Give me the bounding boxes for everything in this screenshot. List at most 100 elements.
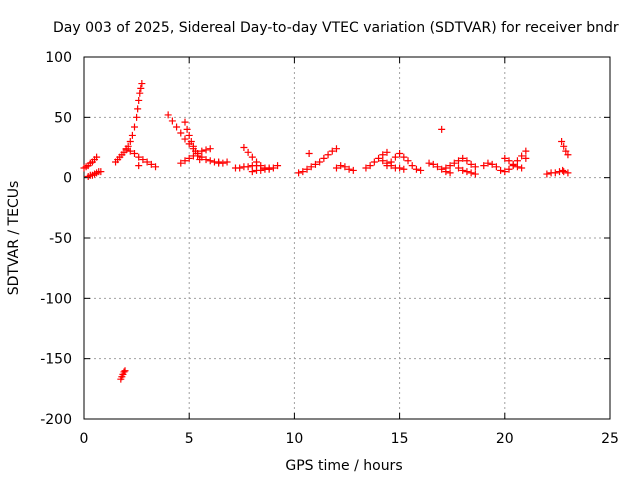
data-point (202, 156, 210, 164)
data-point (219, 159, 227, 167)
data-point (134, 105, 142, 113)
data-point (433, 163, 441, 171)
y-tick-label: 0 (63, 171, 72, 187)
data-point (152, 163, 160, 171)
data-point (387, 158, 395, 166)
data-point (345, 165, 353, 173)
data-point (513, 157, 521, 165)
data-point (244, 148, 252, 156)
data-point (236, 164, 244, 172)
data-point (562, 147, 570, 155)
x-axis-label: GPS time / hours (285, 458, 402, 474)
data-point (379, 157, 387, 165)
data-point (417, 166, 425, 174)
data-point (265, 164, 273, 172)
data-point (337, 162, 345, 170)
data-point (438, 165, 446, 173)
grid-layer (84, 57, 610, 419)
data-point (400, 165, 408, 173)
data-point (177, 129, 185, 137)
data-point (139, 156, 147, 164)
data-point (320, 154, 328, 162)
data-point (513, 163, 521, 171)
data-point (126, 137, 134, 145)
data-point (442, 164, 450, 172)
data-point (518, 164, 526, 172)
data-point (400, 153, 408, 161)
data-point (492, 163, 500, 171)
data-point (467, 160, 475, 168)
x-tick-label: 0 (80, 431, 89, 447)
data-point (480, 162, 488, 170)
data-point (307, 163, 315, 171)
data-point (185, 131, 193, 139)
data-point (396, 150, 404, 158)
data-point (143, 158, 151, 166)
data-point (370, 158, 378, 166)
data-point (202, 146, 210, 154)
data-point (332, 164, 340, 172)
data-point (244, 163, 252, 171)
data-point (463, 157, 471, 165)
data-point (295, 169, 303, 177)
data-point (412, 165, 420, 173)
data-point (130, 150, 138, 158)
data-point (189, 142, 197, 150)
data-point (446, 162, 454, 170)
y-tick-label: -50 (49, 231, 72, 247)
data-point (463, 168, 471, 176)
data-point (185, 154, 193, 162)
data-point (196, 156, 204, 164)
data-point (240, 144, 248, 151)
data-point (459, 154, 467, 162)
x-tick-label: 5 (185, 431, 194, 447)
data-point (488, 160, 496, 168)
data-point (396, 164, 404, 172)
data-point (522, 147, 530, 155)
data-point (137, 84, 145, 92)
data-point (128, 131, 136, 139)
data-point (455, 157, 463, 165)
data-points (80, 80, 572, 383)
data-point (97, 168, 105, 176)
data-point (303, 165, 311, 173)
data-point (471, 163, 479, 171)
data-point (332, 145, 340, 153)
data-point (206, 145, 214, 153)
data-point (93, 153, 101, 161)
data-point (305, 150, 313, 158)
data-point (543, 170, 551, 178)
data-point (379, 151, 387, 159)
data-point (138, 80, 146, 88)
data-point (135, 96, 143, 104)
data-point (518, 152, 526, 160)
data-point (173, 123, 181, 131)
y-axis-label: SDTVAR / TECUs (6, 181, 22, 296)
ticks-layer: 0 5 10 15 20 25 -200 -150 -100 -50 0 50 100 (40, 50, 619, 447)
data-point (194, 150, 202, 158)
data-point (501, 154, 509, 162)
y-tick-label: 100 (45, 50, 72, 66)
data-point (135, 162, 143, 170)
data-point (484, 159, 492, 167)
data-point (120, 368, 128, 376)
data-point (349, 166, 357, 174)
y-tick-label: -100 (40, 291, 72, 307)
data-point (560, 142, 568, 150)
data-point (257, 166, 265, 174)
data-point (136, 89, 144, 97)
data-point (168, 117, 176, 125)
data-point (471, 170, 479, 178)
x-tick-label: 20 (496, 431, 514, 447)
data-point (383, 162, 391, 170)
data-point (455, 164, 463, 172)
data-point (316, 158, 324, 166)
data-point (564, 169, 572, 177)
data-point (459, 166, 467, 174)
data-point (183, 125, 191, 133)
data-point (274, 162, 282, 170)
y-tick-label: -150 (40, 352, 72, 368)
data-point (564, 151, 572, 159)
data-point (467, 169, 475, 177)
